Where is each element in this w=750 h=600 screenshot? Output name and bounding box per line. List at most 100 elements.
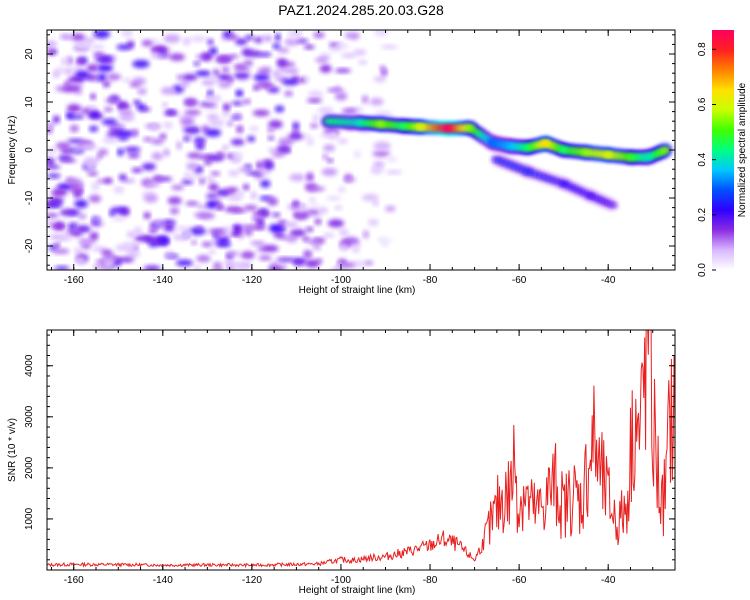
noise-blob	[289, 229, 307, 237]
noise-blob	[185, 100, 198, 106]
noise-blob	[106, 73, 121, 81]
y-tick-label: -20	[24, 238, 35, 253]
noise-blob	[66, 103, 82, 113]
noise-blob	[181, 179, 194, 185]
noise-blob	[47, 157, 55, 166]
noise-blob	[211, 267, 224, 270]
spectrogram-y-axis: -20 -10 0 10 20	[24, 34, 675, 266]
noise-blob	[90, 182, 101, 191]
noise-blob	[234, 71, 251, 80]
noise-blob	[348, 31, 360, 40]
noise-blob	[116, 44, 132, 51]
noise-blob	[74, 41, 92, 50]
noise-blob	[272, 43, 281, 49]
noise-blob	[312, 114, 320, 124]
noise-blob	[231, 226, 244, 231]
noise-blob	[75, 58, 85, 65]
noise-blob	[292, 121, 300, 131]
noise-blob	[228, 170, 240, 177]
noise-blob	[243, 204, 258, 211]
noise-blob	[96, 64, 114, 72]
y-tick-label: 2000	[24, 456, 35, 479]
y-tick-label: 20	[24, 48, 35, 60]
noise-blob	[51, 188, 68, 197]
noise-blob	[169, 207, 180, 215]
noise-blob	[381, 241, 389, 247]
noise-blob	[199, 177, 206, 185]
noise-blob	[132, 129, 139, 137]
noise-blob	[97, 73, 107, 82]
x-tick-label: -140	[153, 575, 173, 586]
noise-blob	[163, 149, 170, 157]
noise-blob	[143, 212, 151, 219]
noise-blob	[243, 99, 251, 105]
noise-blob	[305, 226, 314, 232]
noise-blob	[93, 52, 105, 57]
noise-blob	[334, 42, 349, 50]
snr-series-line	[47, 330, 675, 569]
noise-blob	[103, 177, 113, 184]
noise-blob	[339, 243, 348, 252]
noise-blob	[252, 109, 270, 117]
snr-background	[47, 330, 675, 570]
ridge-peak	[443, 126, 452, 131]
noise-blob	[305, 173, 314, 182]
noise-blob	[261, 81, 274, 90]
noise-blob	[104, 106, 113, 112]
noise-blob	[313, 32, 325, 38]
noise-blob	[87, 171, 99, 176]
noise-blob	[183, 126, 201, 135]
noise-blob	[226, 186, 239, 194]
y-tick-label: 3000	[24, 405, 35, 428]
x-tick-label: -100	[331, 575, 351, 586]
noise-blob	[292, 200, 299, 208]
noise-blob	[273, 231, 285, 239]
noise-blob	[288, 132, 304, 141]
noise-blob	[77, 213, 87, 220]
noise-blob	[203, 159, 213, 166]
noise-blob	[55, 142, 71, 150]
noise-blob	[288, 67, 299, 75]
noise-blob	[167, 196, 182, 205]
noise-blob	[179, 79, 190, 89]
noise-blob	[274, 105, 285, 113]
noise-blob	[52, 115, 61, 124]
noise-blob	[59, 158, 77, 163]
noise-blob	[351, 245, 361, 254]
y-tick-label: -10	[24, 190, 35, 205]
noise-blob	[235, 190, 245, 198]
noise-blob	[272, 212, 281, 217]
noise-blob	[47, 164, 61, 170]
noise-blob	[243, 60, 254, 66]
noise-blob	[151, 53, 166, 59]
noise-blob	[141, 162, 156, 171]
noise-blob	[385, 170, 403, 175]
x-tick-label: -120	[242, 575, 262, 586]
noise-blob	[243, 227, 254, 236]
noise-blob	[322, 232, 335, 238]
noise-blob	[145, 182, 160, 188]
noise-blob	[326, 195, 342, 201]
noise-blob	[113, 186, 125, 194]
noise-blob	[215, 55, 232, 64]
noise-blob	[203, 105, 219, 110]
noise-blob	[176, 140, 183, 150]
colorbar-tick-label: 0.0	[697, 263, 708, 277]
noise-blob	[89, 105, 98, 113]
noise-blob	[47, 173, 61, 179]
colorbar: 0.0 0.2 0.4 0.6 0.8 Normalized spectral ampl…	[697, 30, 748, 277]
noise-blob	[291, 257, 307, 265]
noise-blob	[301, 134, 312, 140]
noise-blob	[206, 113, 219, 121]
noise-blob	[68, 178, 83, 186]
snr-frame	[46, 329, 676, 571]
noise-blob	[69, 124, 79, 133]
noise-blob	[113, 258, 122, 267]
noise-blob	[351, 260, 366, 268]
x-tick-label: -40	[601, 575, 616, 586]
noise-blob	[133, 99, 141, 106]
noise-blob	[180, 117, 194, 127]
noise-blob	[309, 123, 319, 129]
noise-blob	[245, 35, 254, 41]
